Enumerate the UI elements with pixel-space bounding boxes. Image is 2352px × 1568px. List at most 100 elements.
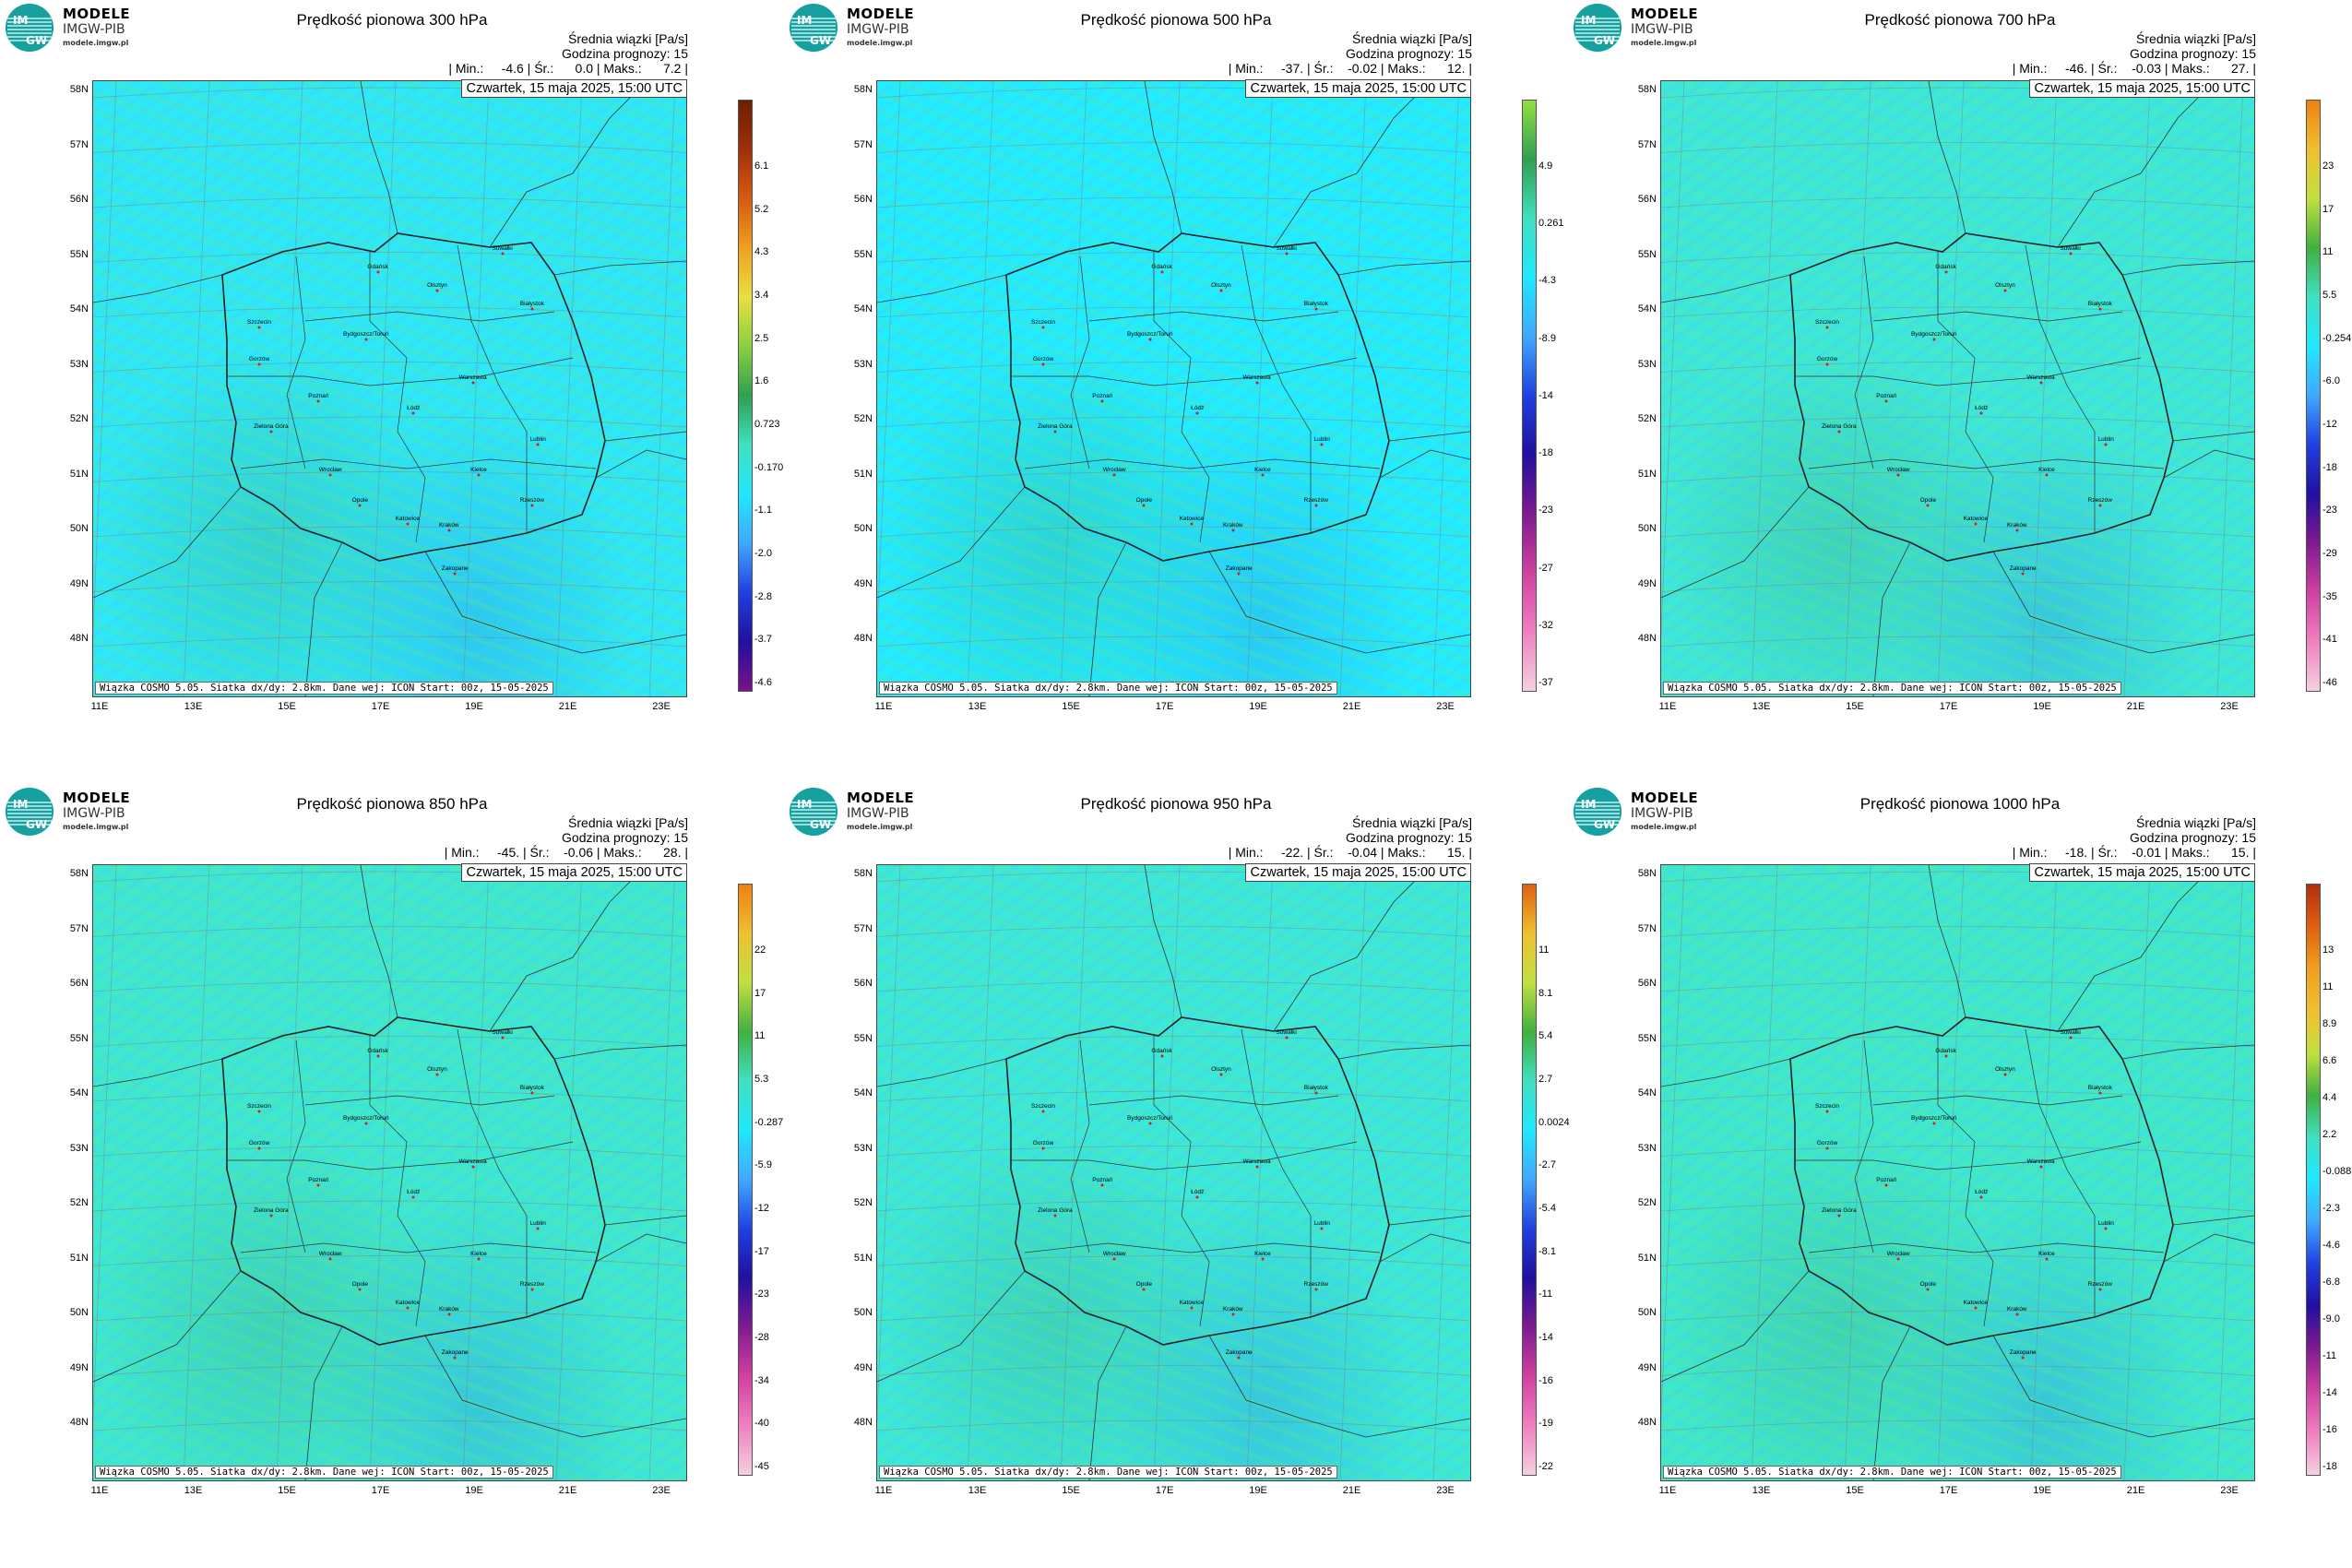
colorbar-tick-label: -27 [1538, 562, 1553, 574]
latitude-tick-label: 56N [69, 978, 89, 989]
city-label: Zakopane [2009, 564, 2037, 572]
longitude-gridline [967, 865, 994, 1480]
latitude-tick-label: 52N [1637, 413, 1657, 424]
forecast-hour-label: Godzina prognozy: 15 [1346, 46, 1472, 61]
latitude-gridline [1661, 1420, 2254, 1431]
logo-title: MODELE [1631, 790, 1699, 806]
city-marker [1160, 1054, 1164, 1058]
colorbar-tick-label: -45 [754, 1461, 769, 1472]
longitude-gridline [1153, 81, 1181, 696]
forecast-date-label: Czwartek, 15 maja 2025, 15:00 UTC [2029, 79, 2255, 98]
city-marker [2104, 1227, 2108, 1230]
voivodeship-borders [1795, 244, 2165, 543]
city-marker [1979, 1195, 1983, 1199]
city-marker [2098, 1288, 2102, 1291]
longitude-tick-label: 23E [2220, 701, 2239, 712]
latitude-tick-label: 52N [69, 1197, 89, 1208]
colorbar-tick-label: -40 [754, 1418, 769, 1430]
longitude-gridline [1432, 865, 1460, 1480]
city-label: Suwałki [2060, 244, 2081, 252]
city-marker [1884, 399, 1888, 403]
logo-url: modele.imgw.pl [1631, 39, 1697, 47]
latitude-tick-label: 55N [853, 1032, 873, 1044]
longitude-tick-label: 21E [558, 701, 577, 712]
city-label: Zakopane [2009, 1348, 2037, 1356]
map-overlay [1661, 865, 2254, 1480]
colorbar-tick-label: -2.0 [754, 548, 772, 559]
colorbar-tick-label: -0.287 [754, 1116, 784, 1128]
city-label: Wrocław [1102, 1250, 1126, 1257]
colorbar-tick-label: 11 [2322, 246, 2334, 258]
longitude-gridline [877, 865, 901, 1424]
colorbar-tick-label: -32 [1538, 619, 1553, 631]
latitude-gridline [93, 636, 686, 647]
city-label: Gdańsk [1151, 263, 1172, 270]
colorbar-tick-label: 5.2 [754, 203, 769, 215]
forecast-hour-label: Godzina prognozy: 15 [2130, 46, 2256, 61]
latitude-gridline [93, 306, 686, 318]
city-label: Poznań [308, 392, 329, 399]
longitude-gridline [276, 865, 303, 1480]
city-label: Bydgoszcz/Toruń [343, 331, 389, 339]
colorbar-tick-label: -28 [754, 1332, 769, 1343]
colorbar-tick-label: -23 [2322, 505, 2337, 517]
city-marker [406, 1306, 410, 1310]
longitude-tick-label: 17E [371, 1485, 390, 1496]
colorbar-tick-label: -18 [2322, 1461, 2337, 1472]
city-marker [2098, 1091, 2102, 1095]
city-label: Kielce [470, 466, 487, 473]
colorbar-tick-label: -9.0 [2322, 1313, 2340, 1324]
map-panel-2: IM GW MODELE IMGW-PIB modele.imgw.pl Prędkość… [784, 0, 1568, 784]
colorbar-tick-label: -18 [1538, 447, 1553, 459]
longitude-gridline [1661, 865, 1685, 1424]
city-label: Szczecin [1031, 318, 1056, 326]
logo-url: modele.imgw.pl [63, 823, 129, 831]
longitude-gridline [1060, 865, 1087, 1480]
colorbar-tick-label: -0.088 [2322, 1166, 2352, 1177]
longitude-gridline [1937, 865, 1965, 1480]
latitude-tick-label: 56N [1637, 194, 1657, 205]
latitude-gridline [93, 1365, 686, 1376]
city-label: Rzeszów [519, 1281, 544, 1289]
city-label: Lublin [529, 435, 546, 443]
city-label: Lublin [2097, 1219, 2114, 1227]
map-panel-4: IM GW MODELE IMGW-PIB modele.imgw.pl Prędkość… [0, 784, 784, 1568]
city-marker [1142, 504, 1146, 507]
city-label: Szczecin [247, 318, 272, 326]
latitude-gridline [1661, 252, 2254, 263]
latitude-gridline [877, 581, 1470, 592]
city-marker [1255, 1165, 1259, 1169]
colorbar-tick-label: -19 [1538, 1418, 1553, 1430]
model-info-footer: Wiązka COSMO 5.05. Siatka dx/dy: 2.8km. … [879, 682, 1337, 695]
city-label: Opole [1135, 497, 1153, 505]
city-label: Wrocław [1102, 466, 1126, 473]
city-marker [1041, 326, 1045, 329]
city-label: Szczecin [1815, 1102, 1840, 1110]
city-marker [2015, 1313, 2019, 1316]
svg-text:IM: IM [1581, 14, 1596, 27]
logo-title: MODELE [63, 790, 131, 806]
city-marker [364, 338, 368, 341]
city-label: Gdańsk [367, 263, 388, 270]
latitude-gridline [877, 1255, 1470, 1266]
latitude-tick-label: 58N [69, 84, 89, 95]
city-marker [530, 1091, 534, 1095]
longitude-tick-label: 13E [968, 701, 987, 712]
city-label: Wrocław [318, 1250, 342, 1257]
latitude-tick-label: 51N [1637, 468, 1657, 480]
city-label: Gorzów [248, 355, 270, 362]
latitude-tick-label: 50N [69, 523, 89, 534]
city-marker [316, 399, 320, 403]
imgw-logo-icon: IM GW [6, 788, 53, 836]
latitude-gridline [1661, 142, 2254, 153]
latitude-tick-label: 53N [69, 358, 89, 370]
latitude-tick-label: 49N [1637, 577, 1657, 589]
city-marker [257, 1110, 261, 1113]
colorbar [738, 100, 753, 692]
imgw-logo-icon: IM GW [790, 788, 837, 836]
longitude-tick-label: 19E [1249, 1485, 1267, 1496]
city-marker [1974, 1306, 1978, 1310]
city-label: Katowice [395, 1300, 420, 1307]
city-label: Zielona Góra [1822, 1207, 1857, 1215]
longitude-tick-label: 15E [1846, 701, 1864, 712]
